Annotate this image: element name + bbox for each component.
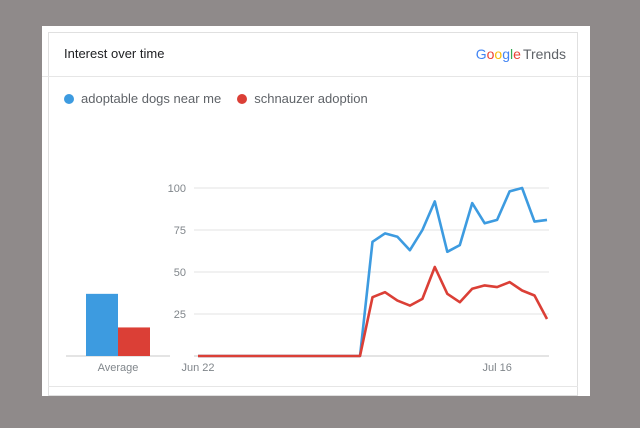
card-border (48, 32, 578, 396)
series-line-2 (198, 265, 549, 358)
google-wordmark: Google (475, 46, 521, 62)
y-tick-label-75: 75 (174, 225, 186, 237)
average-bar-series1 (86, 293, 118, 356)
card-footer-divider (48, 386, 578, 387)
legend-item-series2[interactable]: schnauzer adoption (237, 91, 368, 106)
line-chart: 25 50 75 100 Jun 22 Jul 16 Average (66, 183, 549, 374)
legend-item-series1[interactable]: adoptable dogs near me (64, 91, 221, 106)
y-tick-label-25: 25 (174, 309, 186, 321)
x-tick-label-1: Jul 16 (482, 362, 511, 374)
chart-legend: adoptable dogs near me schnauzer adoptio… (64, 91, 368, 106)
series1-dot-icon (64, 93, 74, 104)
x-tick-label-0: Jun 22 (181, 362, 214, 374)
legend-label-series2: schnauzer adoption (254, 91, 368, 106)
card-header: Interest over time Google Trends (42, 26, 590, 77)
average-label: Average (98, 362, 139, 374)
trends-wordmark: Trends (522, 46, 566, 62)
google-trends-logo: Google Trends (476, 46, 566, 62)
series2-dot-icon (237, 93, 248, 104)
legend-label-series1: adoptable dogs near me (81, 91, 222, 106)
y-tick-label-50: 50 (174, 267, 186, 279)
interest-over-time-card: Interest over time Google Trends adoptabl… (42, 26, 590, 396)
y-tick-label-100: 100 (168, 183, 186, 195)
card-title: Interest over time (64, 46, 165, 61)
average-bar-series2 (118, 327, 150, 356)
